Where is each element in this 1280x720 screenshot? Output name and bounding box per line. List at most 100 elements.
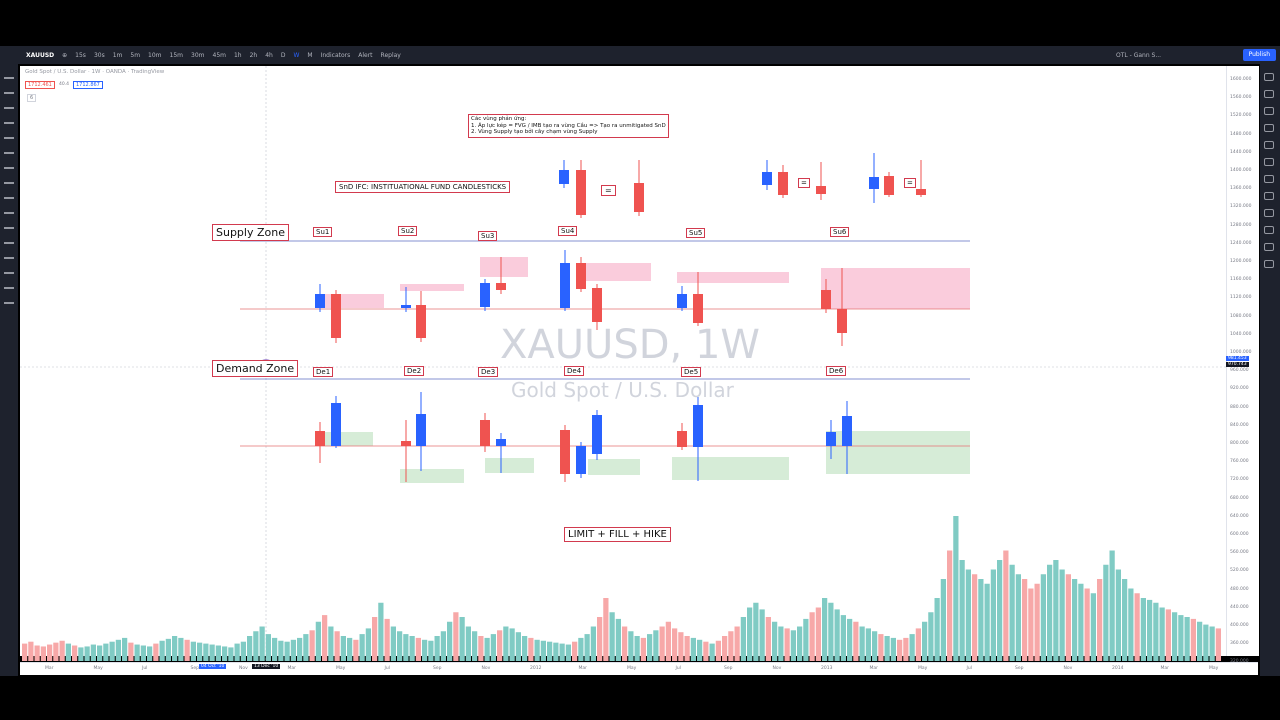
add-symbol-icon[interactable]: ⊕ bbox=[62, 51, 68, 59]
supply-label[interactable]: Su1 bbox=[313, 227, 333, 237]
volume-bar bbox=[903, 637, 909, 661]
time-marker-end: 13 Dec '10 bbox=[252, 664, 281, 669]
time-axis[interactable]: Mar May Jul Sep Nov Mar May Jul Sep Nov 2012 Mar May… bbox=[20, 662, 1258, 675]
demand-label[interactable]: De6 bbox=[826, 366, 847, 376]
stay-drawing-icon[interactable] bbox=[4, 242, 14, 244]
trash-icon[interactable] bbox=[4, 302, 14, 304]
notifications-icon[interactable] bbox=[1264, 226, 1274, 234]
time-tick: Jul bbox=[142, 666, 148, 671]
demand-label[interactable]: De2 bbox=[404, 366, 425, 376]
interval-30m[interactable]: 30m bbox=[191, 51, 205, 59]
candle-body bbox=[916, 189, 926, 195]
replay-button[interactable]: Replay bbox=[380, 51, 401, 59]
time-tick: Jul bbox=[384, 666, 390, 671]
arrow-down-icon[interactable] bbox=[4, 182, 14, 184]
watchlist-icon[interactable] bbox=[1264, 73, 1274, 81]
volume-bar bbox=[778, 626, 784, 661]
crosshair-icon[interactable] bbox=[4, 77, 14, 79]
news-icon[interactable] bbox=[1264, 158, 1274, 166]
interval-W[interactable]: W bbox=[293, 51, 300, 59]
time-tick: Sep bbox=[724, 666, 733, 671]
trend-line-icon[interactable] bbox=[4, 92, 14, 94]
chat-icon[interactable] bbox=[1264, 192, 1274, 200]
volume-bar bbox=[840, 615, 846, 661]
price-tick: 840.000 bbox=[1230, 422, 1249, 428]
volume-bar bbox=[709, 643, 715, 661]
bid-price-box[interactable]: 1712.461 bbox=[25, 81, 55, 89]
interval-15m[interactable]: 15m bbox=[169, 51, 184, 59]
hotlist-icon[interactable] bbox=[1264, 124, 1274, 132]
interval-10m[interactable]: 10m bbox=[148, 51, 162, 59]
volume-bar bbox=[122, 637, 128, 661]
help-icon[interactable] bbox=[1264, 260, 1274, 268]
text-icon[interactable] bbox=[4, 137, 14, 139]
alerts-icon[interactable] bbox=[1264, 90, 1274, 98]
legend-collapse-button[interactable]: 6 bbox=[27, 94, 37, 102]
price-tick: 1360.000 bbox=[1230, 186, 1252, 192]
layout-name[interactable]: OTL - Gann S... bbox=[1116, 51, 1162, 59]
price-axis[interactable]: 1600.000 1560.000 1520.000 1480.000 1440.000… bbox=[1226, 66, 1259, 664]
interval-15s[interactable]: 15s bbox=[75, 51, 86, 59]
ruler-icon[interactable] bbox=[4, 197, 14, 199]
volume-bar bbox=[684, 636, 690, 661]
prediction-icon[interactable] bbox=[4, 167, 14, 169]
volume-bar bbox=[109, 641, 115, 661]
hide-icon[interactable] bbox=[4, 272, 14, 274]
link-icon[interactable] bbox=[4, 287, 14, 289]
magnet-icon[interactable] bbox=[4, 227, 14, 229]
supply-zone-label[interactable]: Supply Zone bbox=[212, 224, 289, 241]
volume-bar bbox=[815, 607, 821, 661]
demand-label[interactable]: De5 bbox=[681, 367, 702, 377]
interval-1h[interactable]: 1h bbox=[233, 51, 242, 59]
demand-label[interactable]: De3 bbox=[478, 367, 499, 377]
volume-bar bbox=[1203, 624, 1209, 661]
brush-icon[interactable] bbox=[4, 122, 14, 124]
volume-bar bbox=[740, 617, 746, 661]
demand-zone-label[interactable]: Demand Zone bbox=[212, 360, 299, 377]
interval-M[interactable]: M bbox=[307, 51, 313, 59]
fib-icon[interactable] bbox=[4, 107, 14, 109]
publish-button[interactable]: Publish bbox=[1242, 49, 1276, 61]
volume-bar bbox=[872, 631, 878, 661]
volume-bar bbox=[428, 640, 434, 661]
limit-fill-hike-label[interactable]: LIMIT + FILL + HIKE bbox=[564, 527, 671, 542]
interval-D[interactable]: D bbox=[280, 51, 286, 59]
interval-30s[interactable]: 30s bbox=[93, 51, 105, 59]
lock-icon[interactable] bbox=[4, 257, 14, 259]
ask-price-box[interactable]: 1712.867 bbox=[73, 81, 103, 89]
pattern-icon[interactable] bbox=[4, 152, 14, 154]
interval-2h[interactable]: 2h bbox=[249, 51, 258, 59]
streams-icon[interactable] bbox=[1264, 209, 1274, 217]
supply-zone-rect bbox=[677, 272, 789, 283]
interval-5m[interactable]: 5m bbox=[130, 51, 141, 59]
equal-mark[interactable]: = bbox=[601, 185, 616, 196]
data-window-icon[interactable] bbox=[1264, 107, 1274, 115]
symbol-search-button[interactable]: XAUUSD bbox=[26, 51, 55, 59]
reactions-note[interactable]: Các vùng phản ứng: 1. Áp lực kép = FVG /… bbox=[468, 114, 669, 138]
volume-bar bbox=[1153, 602, 1159, 661]
demand-label[interactable]: De1 bbox=[313, 367, 334, 377]
supply-label[interactable]: Su4 bbox=[558, 226, 578, 236]
alert-button[interactable]: Alert bbox=[358, 51, 373, 59]
calendar-icon[interactable] bbox=[1264, 141, 1274, 149]
supply-label[interactable]: Su5 bbox=[686, 228, 706, 238]
reaction-1: 1. Áp lực kép = FVG / IMB tạo ra vùng Cầ… bbox=[471, 122, 666, 129]
supply-label[interactable]: Su3 bbox=[478, 231, 498, 241]
volume-bar bbox=[1022, 579, 1028, 661]
interval-4h[interactable]: 4h bbox=[265, 51, 273, 59]
volume-bar bbox=[147, 646, 153, 661]
supply-label[interactable]: Su6 bbox=[830, 227, 850, 237]
equal-mark[interactable]: = bbox=[904, 178, 916, 188]
broadcast-icon[interactable] bbox=[1264, 243, 1274, 251]
ifc-note[interactable]: SnD IFC: INSTITUATIONAL FUND CANDLESTICK… bbox=[335, 181, 511, 193]
interval-1m[interactable]: 1m bbox=[112, 51, 123, 59]
equal-mark[interactable]: = bbox=[798, 178, 810, 188]
volume-bar bbox=[315, 621, 321, 661]
supply-label[interactable]: Su2 bbox=[398, 226, 418, 236]
demand-label[interactable]: De4 bbox=[564, 366, 585, 376]
zoom-icon[interactable] bbox=[4, 212, 14, 214]
interval-45m[interactable]: 45m bbox=[212, 51, 226, 59]
indicators-button[interactable]: Indicators bbox=[320, 51, 351, 59]
ideas-icon[interactable] bbox=[1264, 175, 1274, 183]
volume-bar bbox=[553, 642, 559, 661]
